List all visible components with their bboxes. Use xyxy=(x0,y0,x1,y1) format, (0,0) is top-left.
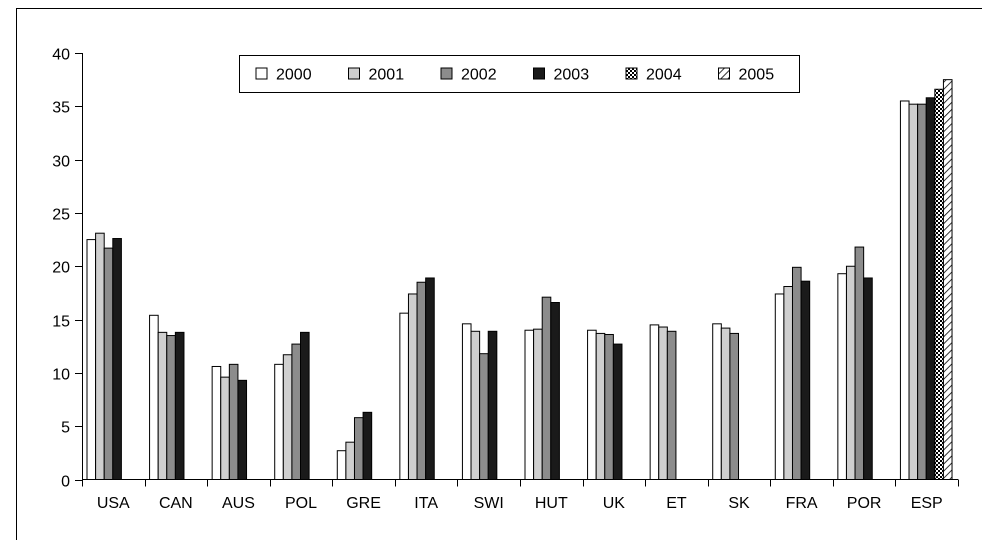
bar-usa-2001 xyxy=(95,232,105,480)
bar-aus-2002 xyxy=(228,363,239,480)
y-tick-label: 40 xyxy=(52,47,70,64)
bar-por-2001 xyxy=(845,265,856,480)
bar-ita-2003 xyxy=(425,277,435,481)
bar-fra-2001 xyxy=(783,286,793,481)
y-tick-label: 30 xyxy=(52,154,70,171)
bar-gre-2003 xyxy=(362,411,373,481)
category-label-fra: FRA xyxy=(786,495,818,512)
category-label-swi: SWI xyxy=(474,495,504,512)
legend-swatch-2000 xyxy=(255,67,268,80)
bar-por-2000 xyxy=(837,273,847,480)
category-label-can: CAN xyxy=(159,495,193,512)
bar-can-2000 xyxy=(149,314,159,480)
bar-sk-2000 xyxy=(712,323,722,481)
bar-ita-2001 xyxy=(407,293,418,480)
bar-esp-2003 xyxy=(925,97,936,480)
legend-label-2004: 2004 xyxy=(646,67,682,84)
bar-can-2002 xyxy=(166,335,176,480)
bar-ita-2000 xyxy=(399,312,409,481)
y-axis-ticks: 0 5 10 15 20 25 30 35 40 xyxy=(52,47,82,491)
bar-series-group xyxy=(86,79,953,481)
bar-hut-2002 xyxy=(541,296,552,481)
bar-por-2003 xyxy=(863,277,873,481)
bar-swi-2003 xyxy=(487,330,498,481)
bar-pol-2003 xyxy=(300,331,310,481)
bar-can-2003 xyxy=(174,331,185,481)
bar-et-2002 xyxy=(666,330,677,481)
bar-aus-2001 xyxy=(220,376,230,481)
bar-uk-2003 xyxy=(612,343,623,480)
bar-esp-2005 xyxy=(942,79,953,480)
y-tick-label: 15 xyxy=(52,314,70,331)
category-label-usa: USA xyxy=(97,495,130,512)
category-label-uk: UK xyxy=(603,495,626,512)
bar-hut-2001 xyxy=(533,328,543,480)
bar-esp-2004 xyxy=(934,88,944,480)
bar-sk-2002 xyxy=(729,332,740,480)
bar-aus-2000 xyxy=(211,365,222,481)
legend-swatch-2001 xyxy=(348,67,360,80)
bar-esp-2001 xyxy=(908,103,919,481)
bar-usa-2000 xyxy=(86,239,97,480)
bar-swi-2001 xyxy=(470,330,481,481)
bar-gre-2001 xyxy=(345,441,355,480)
legend-label-2001: 2001 xyxy=(369,67,405,84)
bar-usa-2003 xyxy=(112,238,122,480)
bar-por-2002 xyxy=(854,246,865,480)
bar-fra-2000 xyxy=(774,293,785,480)
legend-label-2005: 2005 xyxy=(739,67,775,84)
bar-usa-2002 xyxy=(103,247,114,480)
bar-ita-2002 xyxy=(416,281,427,480)
bar-gre-2000 xyxy=(336,450,347,480)
bar-aus-2003 xyxy=(237,379,248,480)
y-tick-label: 20 xyxy=(52,260,70,277)
legend-label-2000: 2000 xyxy=(276,67,312,84)
bar-uk-2002 xyxy=(604,333,614,480)
legend-swatch-2002 xyxy=(440,67,453,80)
legend-swatch-2005 xyxy=(718,67,730,80)
y-tick-label: 0 xyxy=(61,474,70,491)
bar-hut-2003 xyxy=(550,302,560,480)
bar-sk-2001 xyxy=(720,327,731,480)
y-tick-label: 5 xyxy=(61,420,70,437)
bar-pol-2000 xyxy=(274,363,284,480)
bar-pol-2001 xyxy=(282,354,293,480)
bar-esp-2000 xyxy=(899,100,910,480)
bar-swi-2002 xyxy=(479,353,489,480)
bar-swi-2000 xyxy=(461,323,472,481)
bar-pol-2002 xyxy=(291,343,302,480)
legend-label-2003: 2003 xyxy=(554,67,590,84)
y-tick-label: 10 xyxy=(52,367,70,384)
legend-label-2002: 2002 xyxy=(461,67,497,84)
category-label-pol: POL xyxy=(285,495,317,512)
bar-can-2001 xyxy=(157,331,168,481)
x-axis-ticks xyxy=(82,479,959,487)
bar-uk-2001 xyxy=(595,332,606,480)
bar-et-2001 xyxy=(658,326,668,480)
bar-fra-2002 xyxy=(791,266,802,480)
legend: 2000 2001 2002 2003 2004 2005 xyxy=(239,55,800,93)
bar-esp-2002 xyxy=(917,103,927,481)
category-label-esp: ESP xyxy=(911,495,943,512)
category-labels: USA CAN AUS POL GRE ITA SWI HUT UK ET SK FRA POR ESP xyxy=(97,495,943,512)
bar-gre-2002 xyxy=(353,417,364,480)
bar-et-2000 xyxy=(649,324,660,480)
legend-swatch-2003 xyxy=(533,67,545,80)
bar-fra-2003 xyxy=(800,280,811,480)
category-label-hut: HUT xyxy=(535,495,568,512)
category-label-ita: ITA xyxy=(414,495,438,512)
y-tick-label: 25 xyxy=(52,207,70,224)
bar-uk-2000 xyxy=(587,329,597,480)
category-label-sk: SK xyxy=(728,495,750,512)
legend-swatch-2004 xyxy=(625,67,638,80)
category-label-et: ET xyxy=(666,495,687,512)
bar-hut-2000 xyxy=(524,329,535,480)
category-label-por: POR xyxy=(847,495,882,512)
legend-box xyxy=(239,55,800,93)
category-label-gre: GRE xyxy=(346,495,381,512)
y-tick-label: 35 xyxy=(52,100,70,117)
category-label-aus: AUS xyxy=(222,495,255,512)
